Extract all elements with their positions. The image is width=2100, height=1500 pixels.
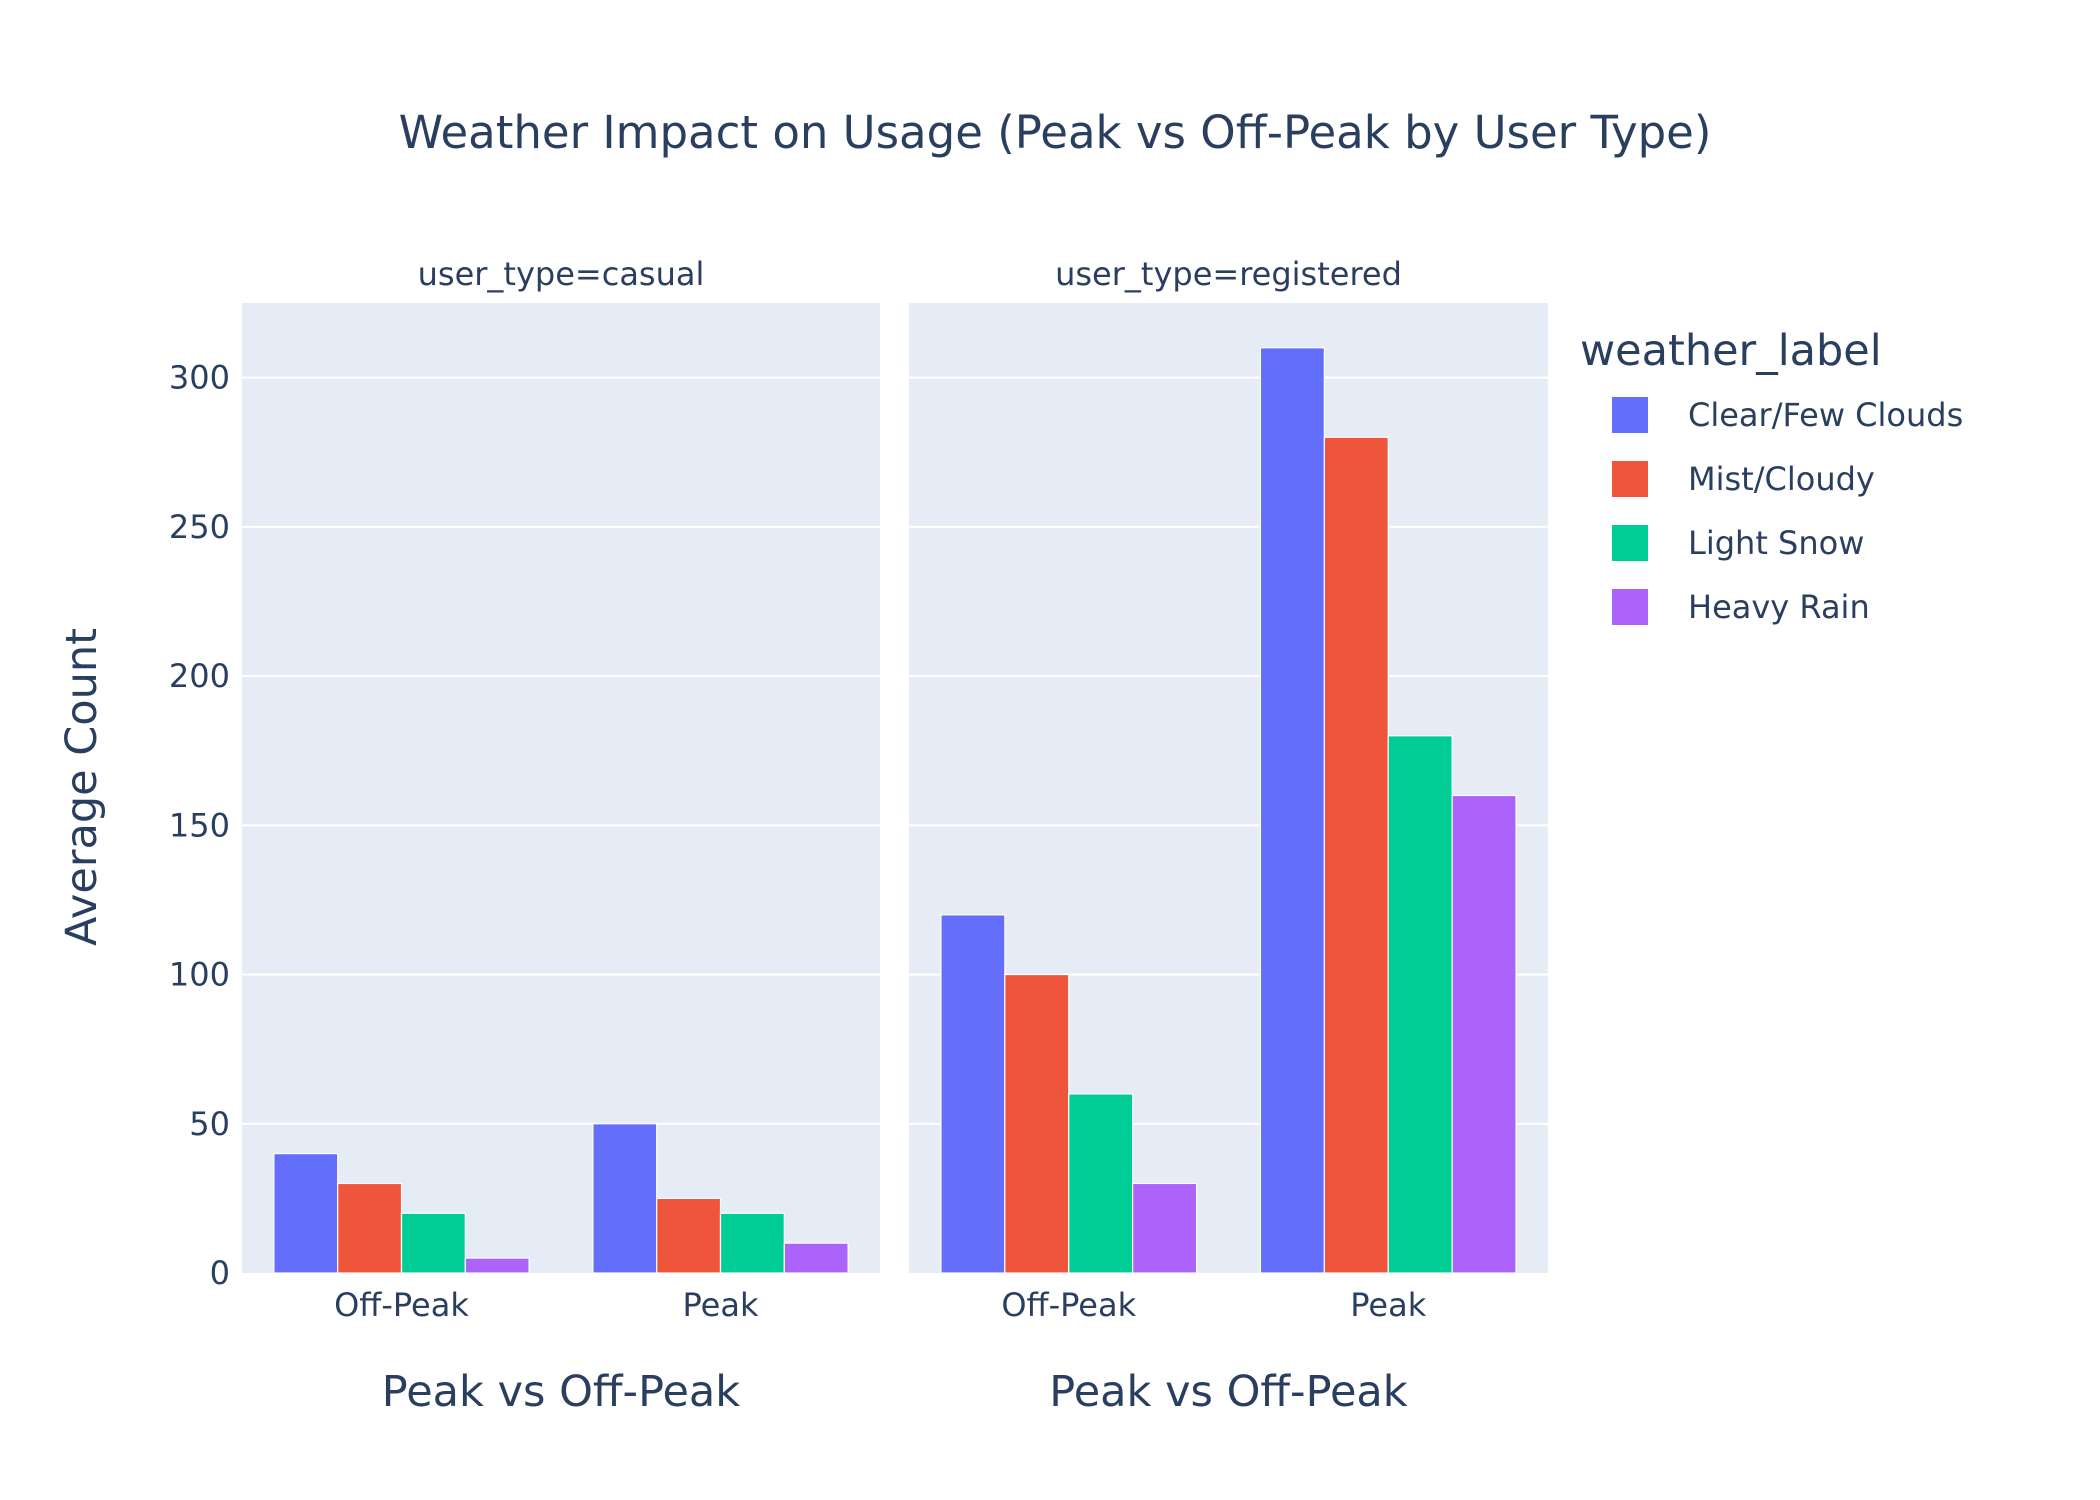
bar bbox=[592, 1123, 658, 1274]
facet-label: user_type=registered bbox=[1055, 255, 1402, 293]
bar bbox=[464, 1257, 530, 1274]
y-tick-label: 50 bbox=[189, 1105, 230, 1143]
x-tick-label: Peak bbox=[683, 1286, 759, 1324]
legend: weather_label Clear/Few Clouds Mist/Cloud… bbox=[1580, 326, 1963, 626]
legend-swatch bbox=[1612, 589, 1648, 625]
x-tick-label: Peak bbox=[1350, 1286, 1426, 1324]
facet-panel-2: user_type=registered Off-Peak Peak Peak vs … bbox=[909, 255, 1548, 1417]
legend-swatch bbox=[1612, 461, 1648, 497]
facets: 0 50 100 150 200 250 300 user_type=casual Off-Pe… bbox=[169, 255, 1548, 1417]
legend-label: Clear/Few Clouds bbox=[1688, 396, 1963, 434]
facet-panel-1: 0 50 100 150 200 250 300 user_type=casual Off-Pe… bbox=[169, 255, 880, 1417]
y-axis-title: Average Count bbox=[57, 628, 107, 946]
x-axis-title: Peak vs Off-Peak bbox=[1049, 1367, 1407, 1417]
bar bbox=[1068, 1093, 1134, 1274]
bar bbox=[1387, 735, 1453, 1274]
facet-label: user_type=casual bbox=[418, 255, 705, 293]
bar bbox=[719, 1212, 785, 1274]
legend-label: Mist/Cloudy bbox=[1688, 460, 1875, 498]
x-tick-label: Off-Peak bbox=[1001, 1286, 1136, 1324]
x-axis-title: Peak vs Off-Peak bbox=[382, 1367, 740, 1417]
legend-label: Heavy Rain bbox=[1688, 588, 1870, 626]
legend-title: weather_label bbox=[1580, 326, 1882, 376]
bar bbox=[1132, 1182, 1198, 1274]
legend-label: Light Snow bbox=[1688, 524, 1864, 562]
bar bbox=[1259, 347, 1325, 1274]
legend-swatch bbox=[1612, 397, 1648, 433]
y-tick-label: 200 bbox=[169, 657, 230, 695]
bar bbox=[1004, 973, 1070, 1274]
chart-title: Weather Impact on Usage (Peak vs Off-Pea… bbox=[399, 106, 1712, 159]
bar bbox=[273, 1153, 339, 1274]
bar bbox=[940, 914, 1006, 1274]
bar bbox=[1451, 794, 1517, 1274]
y-tick-label: 150 bbox=[169, 806, 230, 844]
y-tick-label: 100 bbox=[169, 956, 230, 994]
y-tick-label: 0 bbox=[210, 1254, 230, 1292]
bar bbox=[783, 1242, 849, 1274]
bar bbox=[656, 1197, 722, 1274]
y-tick-label: 300 bbox=[169, 359, 230, 397]
x-tick-label: Off-Peak bbox=[334, 1286, 469, 1324]
bar bbox=[337, 1182, 403, 1274]
y-tick-label: 250 bbox=[169, 508, 230, 546]
legend-swatch bbox=[1612, 525, 1648, 561]
bar bbox=[1323, 436, 1389, 1274]
plot-background bbox=[242, 303, 880, 1273]
bar bbox=[400, 1212, 466, 1274]
